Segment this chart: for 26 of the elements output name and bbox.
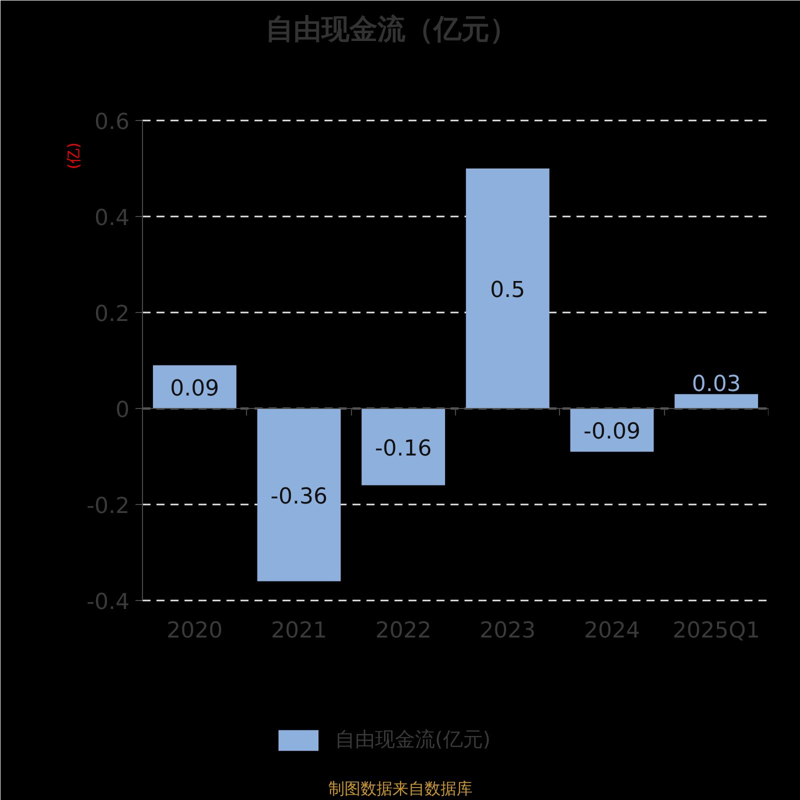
data-label: 0.09	[170, 376, 220, 402]
x-tick-label: 2023	[480, 618, 536, 644]
x-tick-label: 2025Q1	[672, 618, 760, 644]
bar	[674, 394, 758, 408]
x-tick-label: 2022	[375, 618, 432, 644]
y-axis-title: (亿)	[64, 142, 82, 170]
data-label: 0.03	[692, 372, 741, 398]
x-tick-label: 2024	[584, 618, 640, 644]
text: 制图数据来自数据库	[328, 779, 472, 798]
data-label: -0.36	[270, 484, 328, 510]
data-label: 0.5	[490, 278, 526, 303]
bar	[466, 168, 550, 408]
bar	[257, 408, 341, 582]
y-tick-label: 0.4	[94, 206, 130, 231]
bar	[152, 365, 236, 408]
x-tick-label: 2020	[166, 618, 223, 644]
data-label: -0.16	[374, 436, 432, 462]
y-tick-label: -0.2	[86, 494, 130, 519]
legend-label: 自由现金流(亿元)	[335, 726, 491, 753]
data-label: -0.09	[584, 420, 640, 445]
y-tick-label: 0.2	[94, 302, 130, 327]
x-tick-label: 2021	[271, 618, 328, 644]
y-tick-label: 0	[116, 398, 130, 423]
bar	[362, 408, 446, 486]
y-tick-label: 0.6	[94, 110, 130, 135]
y-tick-label: -0.4	[86, 590, 130, 615]
